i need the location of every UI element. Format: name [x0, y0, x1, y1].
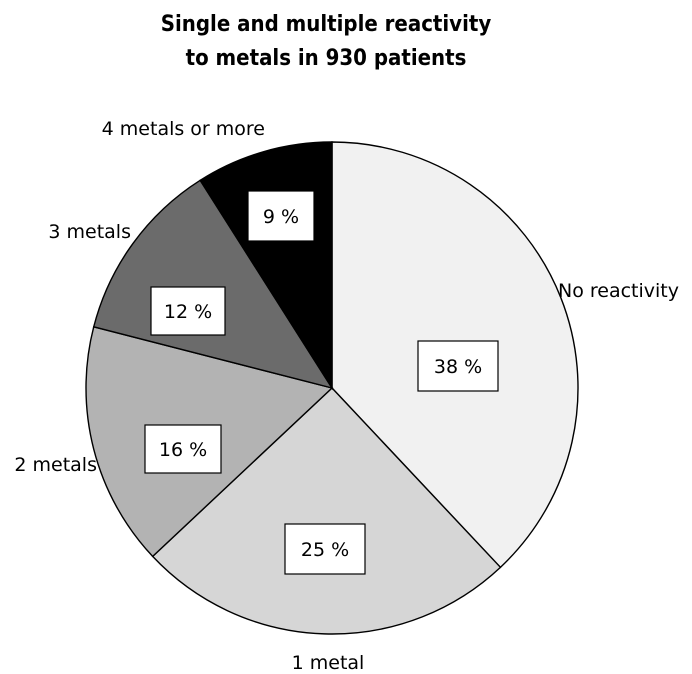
- value-label-2-metals: 16 %: [145, 425, 221, 473]
- category-label-1-metal: 1 metal: [292, 652, 365, 674]
- value-label-text: 16 %: [159, 439, 207, 461]
- value-label-text: 38 %: [434, 356, 482, 378]
- category-label-4-metals-or-more: 4 metals or more: [102, 118, 265, 140]
- value-label-text: 9 %: [263, 206, 299, 228]
- value-label-3-metals: 12 %: [151, 287, 225, 335]
- category-label-3-metals: 3 metals: [48, 221, 131, 243]
- value-label-no-reactivity: 38 %: [418, 341, 498, 391]
- category-label-no-reactivity: No reactivity: [558, 280, 679, 302]
- value-label-text: 12 %: [164, 301, 212, 323]
- value-label-4-metals-or-more: 9 %: [248, 191, 314, 241]
- category-label-2-metals: 2 metals: [14, 454, 97, 476]
- value-label-text: 25 %: [301, 539, 349, 561]
- value-label-1-metal: 25 %: [285, 524, 365, 574]
